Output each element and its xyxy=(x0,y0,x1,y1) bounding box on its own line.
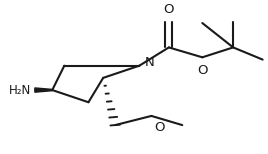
Text: N: N xyxy=(145,56,154,69)
Polygon shape xyxy=(35,88,52,92)
Text: H₂N: H₂N xyxy=(9,84,31,97)
Text: O: O xyxy=(154,120,165,134)
Text: O: O xyxy=(197,64,208,77)
Text: O: O xyxy=(163,3,174,16)
